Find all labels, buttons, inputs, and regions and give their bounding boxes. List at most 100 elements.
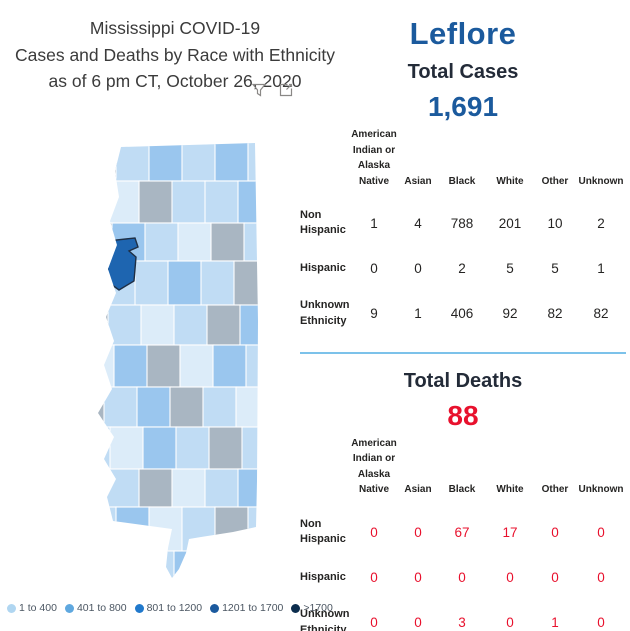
county-cell[interactable] bbox=[83, 304, 110, 346]
county-cell[interactable] bbox=[167, 260, 203, 306]
visual-header-icons bbox=[251, 82, 294, 98]
county-cell[interactable] bbox=[202, 386, 238, 428]
county-cell[interactable] bbox=[173, 550, 209, 581]
county-cell[interactable] bbox=[206, 304, 242, 346]
cell: 10 bbox=[547, 215, 563, 231]
county-cell[interactable] bbox=[148, 141, 184, 182]
county-cell[interactable] bbox=[144, 222, 180, 262]
county-cell[interactable] bbox=[208, 426, 244, 470]
county-cell[interactable] bbox=[148, 506, 184, 552]
cell: 82 bbox=[593, 306, 609, 322]
county-cell[interactable] bbox=[83, 506, 118, 552]
col-header-aian: American Indian or Alaska Native bbox=[351, 129, 397, 187]
county-cell[interactable] bbox=[214, 506, 250, 552]
county-cell[interactable] bbox=[83, 550, 110, 581]
total-cases-value: 1,691 bbox=[427, 91, 499, 122]
mississippi-county-map[interactable] bbox=[83, 141, 263, 581]
county-cell[interactable] bbox=[247, 506, 263, 552]
cell: 0 bbox=[458, 569, 466, 585]
row-label: Unknown Ethnicity bbox=[300, 608, 350, 631]
county-cell[interactable] bbox=[83, 426, 112, 470]
county-cell[interactable] bbox=[83, 180, 108, 224]
county-cell[interactable] bbox=[245, 344, 263, 388]
cell: 0 bbox=[370, 615, 378, 631]
title-line-2: Cases and Deaths by Race with Ethnicity bbox=[14, 44, 336, 65]
legend-item[interactable]: 1 to 400 bbox=[7, 602, 57, 614]
county-cell[interactable] bbox=[146, 344, 182, 388]
county-cell[interactable] bbox=[134, 260, 170, 306]
county-cell[interactable] bbox=[107, 550, 143, 581]
county-cell[interactable] bbox=[212, 344, 248, 388]
county-cell[interactable] bbox=[115, 506, 151, 552]
county-cell[interactable] bbox=[237, 180, 263, 224]
legend-item[interactable]: 401 to 800 bbox=[64, 602, 127, 614]
county-cell[interactable] bbox=[175, 426, 211, 470]
county-cell[interactable] bbox=[107, 304, 143, 346]
county-cell[interactable] bbox=[179, 344, 215, 388]
cell: 0 bbox=[597, 615, 605, 631]
county-cell[interactable] bbox=[239, 550, 263, 581]
county-cell[interactable] bbox=[181, 506, 217, 552]
cell: 0 bbox=[597, 569, 605, 585]
county-cell[interactable] bbox=[83, 260, 104, 306]
col-header-aian: American Indian or Alaska Native bbox=[351, 437, 397, 496]
county-cell[interactable] bbox=[173, 304, 209, 346]
cell: 1 bbox=[597, 260, 605, 276]
cell: 9 bbox=[370, 306, 378, 322]
row-label: Unknown Ethnicity bbox=[300, 299, 350, 327]
row-label: Non Hispanic bbox=[300, 209, 346, 237]
cell: 0 bbox=[370, 260, 378, 276]
county-cell[interactable] bbox=[138, 180, 174, 224]
county-cell[interactable] bbox=[237, 468, 263, 508]
county-cell[interactable] bbox=[233, 260, 263, 306]
cell: 0 bbox=[506, 569, 514, 585]
county-cell[interactable] bbox=[204, 180, 240, 224]
choropleth-svg[interactable] bbox=[83, 141, 263, 581]
county-cell[interactable] bbox=[171, 468, 207, 508]
county-cell[interactable] bbox=[239, 304, 263, 346]
county-cell[interactable] bbox=[210, 222, 246, 262]
cell: 788 bbox=[450, 215, 474, 231]
col-header-unknown: Unknown bbox=[578, 484, 624, 496]
county-cell[interactable] bbox=[214, 141, 250, 182]
county-cell[interactable] bbox=[83, 468, 108, 508]
county-cell[interactable] bbox=[204, 468, 240, 508]
county-cell[interactable] bbox=[206, 550, 242, 581]
county-cell[interactable] bbox=[83, 386, 106, 428]
county-cell[interactable] bbox=[83, 344, 116, 388]
legend-item[interactable]: >1700 bbox=[291, 602, 333, 614]
county-cell[interactable] bbox=[140, 550, 176, 581]
county-cell[interactable] bbox=[136, 386, 172, 428]
filter-icon[interactable] bbox=[251, 82, 267, 98]
cell: 406 bbox=[450, 306, 474, 322]
cell: 0 bbox=[370, 569, 378, 585]
county-cell[interactable] bbox=[235, 386, 263, 428]
legend-item[interactable]: 1201 to 1700 bbox=[210, 602, 283, 614]
cell: 3 bbox=[458, 615, 466, 631]
county-cell[interactable] bbox=[83, 222, 114, 262]
county-cell[interactable] bbox=[247, 141, 263, 182]
county-cell[interactable] bbox=[113, 344, 149, 388]
county-cell[interactable] bbox=[105, 468, 141, 508]
county-cell[interactable] bbox=[200, 260, 236, 306]
county-cell[interactable] bbox=[109, 426, 145, 470]
county-cell[interactable] bbox=[103, 386, 139, 428]
county-cell[interactable] bbox=[169, 386, 205, 428]
county-cell[interactable] bbox=[177, 222, 213, 262]
cell: 2 bbox=[458, 260, 466, 276]
selected-county-leflore[interactable] bbox=[106, 237, 139, 291]
county-cell[interactable] bbox=[243, 222, 263, 262]
cell: 17 bbox=[502, 524, 518, 540]
county-cell[interactable] bbox=[140, 304, 176, 346]
county-cell[interactable] bbox=[181, 141, 217, 182]
county-cell[interactable] bbox=[241, 426, 263, 470]
county-cell[interactable] bbox=[105, 180, 141, 224]
focus-mode-icon[interactable] bbox=[278, 82, 294, 98]
county-cell[interactable] bbox=[138, 468, 174, 508]
legend-item[interactable]: 801 to 1200 bbox=[134, 602, 202, 614]
county-cell[interactable] bbox=[142, 426, 178, 470]
county-cell[interactable] bbox=[171, 180, 207, 224]
county-cell[interactable] bbox=[83, 141, 118, 182]
title-line-3: as of 6 pm CT, October 26, 2020 bbox=[48, 71, 302, 92]
county-cell[interactable] bbox=[115, 141, 151, 182]
